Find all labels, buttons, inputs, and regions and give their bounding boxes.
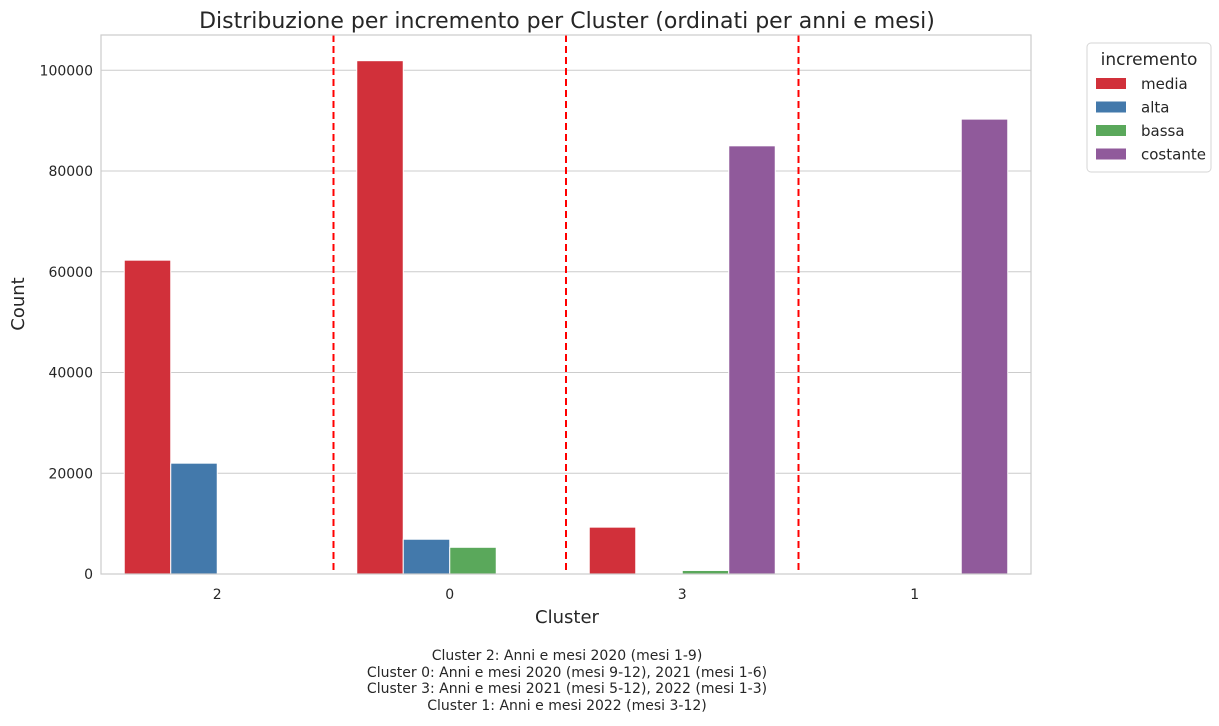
legend-frame	[1086, 42, 1212, 173]
bar-media-cluster-0	[356, 60, 404, 575]
bar-media-cluster-2	[123, 259, 172, 575]
legend-swatch-alta	[1096, 101, 1126, 113]
y-tick-label: 80000	[48, 164, 93, 180]
x-tick-label: 2	[213, 587, 222, 603]
y-tick-label: 0	[84, 567, 93, 583]
caption-line: Cluster 3: Anni e mesi 2021 (mesi 5-12),…	[366, 681, 768, 697]
x-tick-label: 0	[445, 587, 454, 603]
legend: incremento media alta bassa costante	[1086, 42, 1212, 173]
y-tick-label: 20000	[48, 466, 93, 482]
legend-label-costante: costante	[1141, 146, 1206, 164]
legend-label-alta: alta	[1141, 99, 1169, 117]
x-axis-label: Cluster	[535, 607, 599, 628]
bar-costante-cluster-3	[728, 145, 776, 575]
y-tick-label: 40000	[48, 366, 93, 382]
bar-costante-cluster-1	[960, 118, 1009, 575]
bar-bassa-cluster-0	[449, 546, 497, 575]
legend-label-bassa: bassa	[1141, 122, 1185, 140]
legend-swatch-bassa	[1096, 125, 1126, 136]
bar-alta-cluster-0	[402, 538, 451, 575]
legend-swatch-media	[1096, 78, 1126, 89]
chart-title: Distribuzione per incremento per Cluster…	[199, 9, 935, 34]
caption-line: Cluster 0: Anni e mesi 2020 (mesi 9-12),…	[366, 664, 768, 681]
caption-line: Cluster 2: Anni e mesi 2020 (mesi 1-9)	[431, 648, 703, 664]
x-tick-label: 3	[678, 587, 687, 603]
cluster-caption: Cluster 2: Anni e mesi 2020 (mesi 1-9) C…	[0, 648, 1134, 714]
legend-label-media: media	[1141, 75, 1188, 93]
y-axis-label: Count	[8, 277, 29, 330]
y-tick-label: 100000	[40, 63, 93, 79]
y-tick-label: 60000	[48, 265, 93, 281]
x-tick-label: 1	[910, 587, 919, 603]
bar-media-cluster-3	[588, 526, 637, 575]
legend-swatch-costante	[1096, 148, 1126, 160]
bar-alta-cluster-2	[170, 462, 218, 575]
plot-frame	[100, 34, 1032, 575]
cluster-separators	[332, 35, 800, 574]
bars	[123, 60, 1009, 575]
caption-line: Cluster 1: Anni e mesi 2022 (mesi 3-12)	[427, 697, 707, 714]
legend-items: media alta bassa costante	[1096, 75, 1206, 164]
legend-title: incremento	[1101, 50, 1198, 70]
y-tick-labels: 0 20000 40000 60000 80000 100000	[40, 63, 93, 583]
